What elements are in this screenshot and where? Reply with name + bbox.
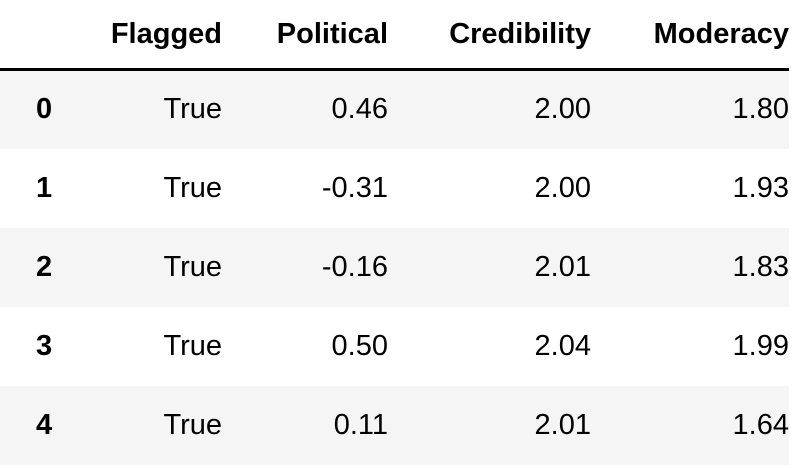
cell-credibility: 2.00 (534, 171, 591, 204)
row-index: 2 (36, 250, 53, 283)
column-header-credibility: Credibility (388, 0, 591, 71)
header-row: Flagged Political Credibility Moderacy (0, 0, 789, 71)
cell-political: 0.46 (331, 93, 388, 126)
row-index: 1 (36, 171, 53, 204)
cell-flagged: True (163, 408, 222, 441)
cell-political: 0.50 (331, 329, 388, 362)
cell-moderacy: 1.64 (732, 408, 789, 441)
cell-political: 0.11 (333, 408, 388, 441)
cell-credibility: 2.00 (534, 93, 591, 126)
cell-flagged: True (163, 93, 222, 126)
row-index: 3 (36, 329, 53, 362)
column-header-political: Political (222, 0, 388, 71)
table-row: 3 True 0.50 2.04 1.99 (0, 306, 789, 386)
cell-political: -0.16 (321, 250, 388, 283)
row-index: 0 (36, 93, 53, 126)
index-header (0, 0, 90, 71)
dataframe-table: Flagged Political Credibility Moderacy 0… (0, 0, 789, 465)
table-row: 0 True 0.46 2.00 1.80 (0, 69, 789, 149)
cell-credibility: 2.01 (534, 250, 591, 283)
cell-moderacy: 1.99 (732, 329, 789, 362)
cell-moderacy: 1.83 (732, 250, 789, 283)
row-index: 4 (36, 408, 53, 441)
cell-flagged: True (163, 250, 222, 283)
table-row: 4 True 0.11 2.01 1.64 (0, 385, 789, 465)
column-header-flagged: Flagged (90, 0, 222, 71)
cell-flagged: True (163, 329, 222, 362)
cell-moderacy: 1.80 (732, 93, 789, 126)
cell-flagged: True (163, 171, 222, 204)
cell-credibility: 2.04 (534, 329, 591, 362)
cell-credibility: 2.01 (534, 408, 591, 441)
table-row: 1 True -0.31 2.00 1.93 (0, 148, 789, 228)
column-header-moderacy: Moderacy (591, 0, 789, 71)
cell-moderacy: 1.93 (732, 171, 789, 204)
table-row: 2 True -0.16 2.01 1.83 (0, 227, 789, 307)
cell-political: -0.31 (321, 171, 388, 204)
